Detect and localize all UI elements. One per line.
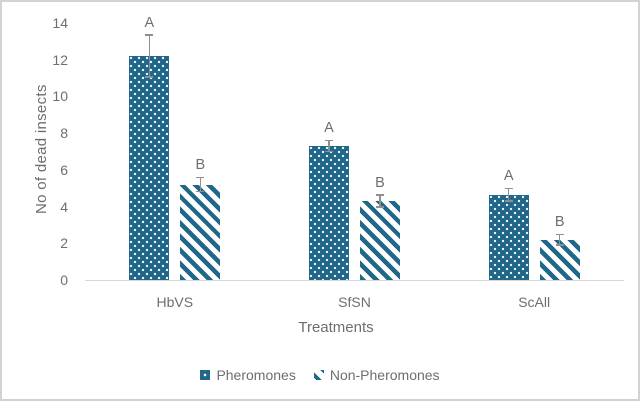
bar-pheromones-scall <box>488 194 529 280</box>
error-bar-cap-bottom-pheromones-scall <box>504 200 513 202</box>
error-bar-cap-top-non-pheromones-hbvs <box>196 176 205 179</box>
error-bar-cap-bottom-non-pheromones-sfsn <box>376 206 384 208</box>
horizontal-axis-line <box>85 280 624 281</box>
error-bar-cap-bottom-non-pheromones-hbvs <box>196 190 205 193</box>
error-bar-pheromones-sfsn <box>328 140 330 152</box>
y-tick-label-8: 8 <box>60 125 68 142</box>
sig-letter-non-pheromones-scall: B <box>554 214 565 231</box>
error-bar-pheromones-scall <box>507 188 510 202</box>
y-tick-label-6: 6 <box>60 161 68 178</box>
y-tick-label-10: 10 <box>52 88 68 105</box>
pheromones-swatch-icon <box>200 370 211 380</box>
sig-letter-non-pheromones-hbvs: B <box>195 157 206 174</box>
error-bar-cap-top-non-pheromones-scall <box>555 233 564 236</box>
category-label-scall: ScAll <box>518 294 551 310</box>
sig-letter-non-pheromones-sfsn: B <box>375 174 385 191</box>
legend-item-pheromones: Pheromones <box>200 367 296 383</box>
legend-label-non-pheromones: Non-Pheromones <box>329 367 440 383</box>
category-label-sfsn: SfSN <box>338 294 371 310</box>
y-tick-label-2: 2 <box>60 235 68 252</box>
category-label-hbvs: HbVS <box>156 294 194 310</box>
sig-letter-pheromones-hbvs: A <box>144 14 155 31</box>
y-tick-label-4: 4 <box>60 198 68 215</box>
error-bar-cap-top-pheromones-sfsn <box>325 139 333 142</box>
error-bar-non-pheromones-scall <box>558 234 561 246</box>
bar-pheromones-sfsn <box>309 145 349 280</box>
non-pheromones-swatch-icon <box>313 370 324 380</box>
sig-letter-pheromones-scall: A <box>503 168 514 185</box>
error-bar-non-pheromones-sfsn <box>379 194 381 208</box>
error-bar-cap-bottom-pheromones-hbvs <box>145 76 154 78</box>
y-axis-title: No of dead insects <box>33 84 50 214</box>
x-axis-title: Treatments <box>298 319 374 336</box>
bar-pheromones-hbvs <box>129 56 170 280</box>
error-bar-cap-bottom-non-pheromones-scall <box>555 244 564 246</box>
error-bar-pheromones-hbvs <box>148 34 151 78</box>
error-bar-non-pheromones-hbvs <box>199 177 202 192</box>
legend: Pheromones Non-Pheromones <box>2 365 638 385</box>
error-bar-cap-top-non-pheromones-sfsn <box>376 194 384 196</box>
bar-non-pheromones-scall <box>539 239 580 280</box>
error-bar-cap-top-pheromones-scall <box>504 187 513 190</box>
error-bar-cap-top-pheromones-hbvs <box>145 34 154 36</box>
y-tick-label-0: 0 <box>60 272 68 288</box>
legend-item-non-pheromones: Non-Pheromones <box>313 367 440 383</box>
error-bar-cap-bottom-pheromones-sfsn <box>325 150 333 152</box>
y-tick-label-14: 14 <box>52 15 68 31</box>
bar-non-pheromones-hbvs <box>180 184 221 280</box>
sig-letter-pheromones-sfsn: A <box>324 120 334 137</box>
y-tick-label-12: 12 <box>52 51 68 68</box>
legend-label-pheromones: Pheromones <box>216 367 296 383</box>
bar-non-pheromones-sfsn <box>360 201 400 280</box>
